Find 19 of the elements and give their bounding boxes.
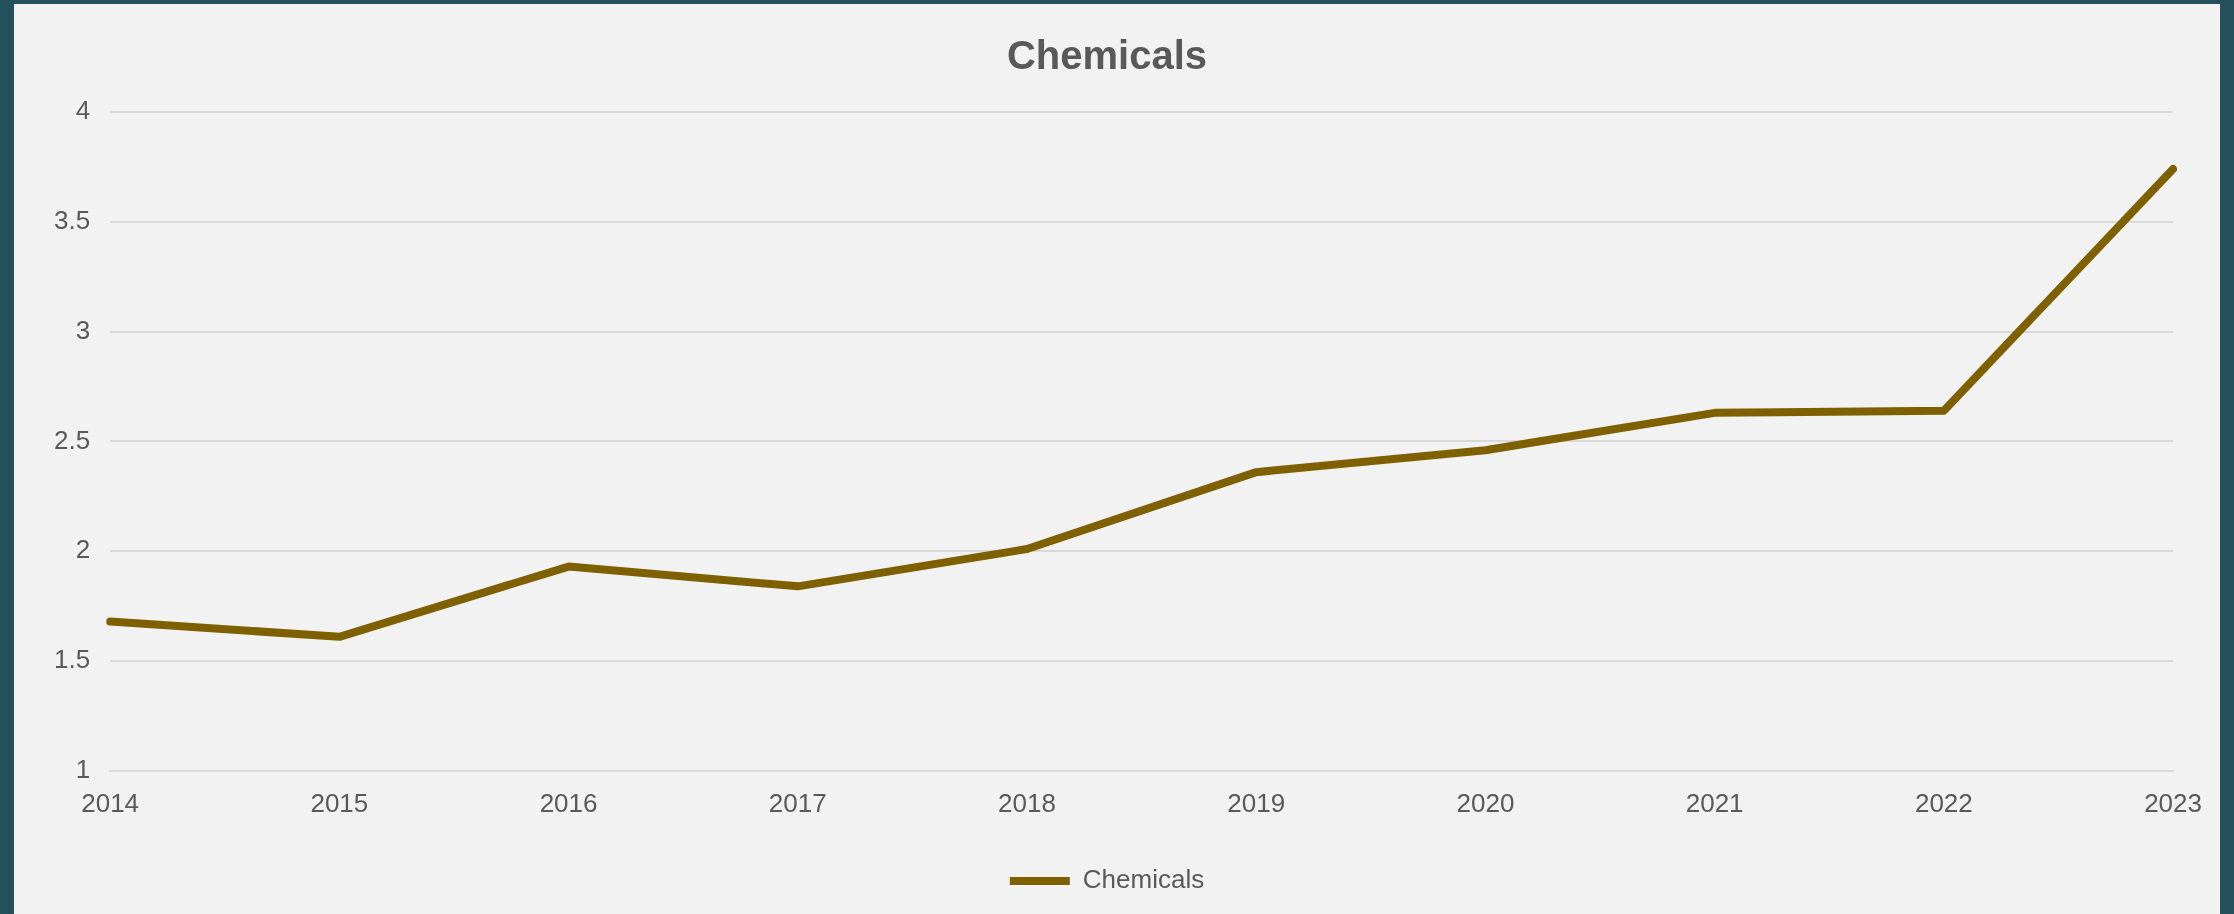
x-tick-label: 2016 — [539, 787, 598, 818]
x-tick-label: 2017 — [768, 787, 827, 818]
x-tick-label: 2018 — [998, 787, 1056, 818]
y-tick-label: 1 — [75, 753, 91, 784]
y-tick-label: 3.5 — [53, 204, 91, 235]
legend-label: Chemicals — [1082, 864, 1205, 895]
y-tick-label: 2.5 — [53, 424, 91, 455]
x-tick-label: 2023 — [2144, 787, 2202, 818]
y-tick-label: 2 — [75, 534, 91, 565]
x-tick-label: 2020 — [1456, 787, 1515, 818]
x-tick-label: 2022 — [1914, 787, 1973, 818]
x-tick-label: 2021 — [1685, 787, 1744, 818]
y-tick-label: 3 — [75, 314, 91, 345]
y-tick-label: 4 — [75, 95, 91, 126]
y-tick-label: 1.5 — [53, 644, 91, 675]
x-tick-label: 2019 — [1227, 787, 1286, 818]
x-tick-label: 2014 — [81, 787, 140, 818]
x-tick-label: 2015 — [310, 787, 369, 818]
chart-title: Chemicals — [1006, 33, 1208, 78]
